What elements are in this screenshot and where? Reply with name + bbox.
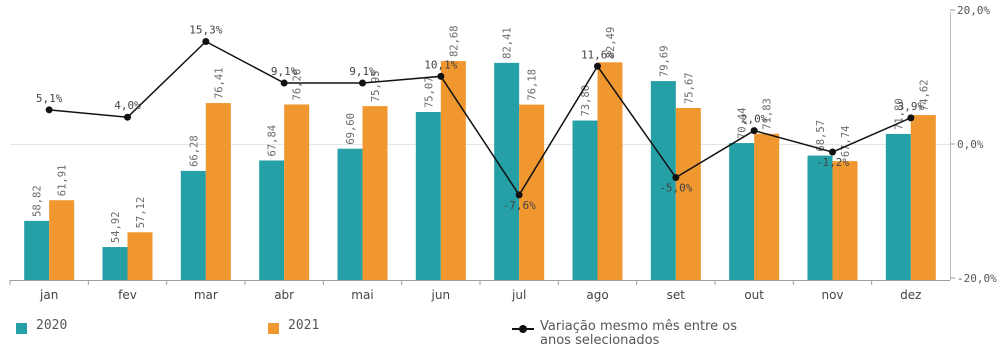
bar-label-2021-out: 71,83: [762, 98, 774, 130]
variation-point-mai: [359, 79, 366, 87]
variation-point-jan: [45, 106, 53, 114]
bar-2020-jun: [415, 112, 441, 280]
legend-swatch-2021: [268, 323, 279, 334]
variation-point-jun: [437, 72, 445, 80]
variation-label-ago: 11,6%: [581, 48, 614, 61]
bar-2021-jun: [440, 61, 466, 280]
legend-item-variation[interactable]: Variação mesmo mês entre os anos selecio…: [512, 320, 770, 348]
bar-label-2021-dez: 74,62: [918, 79, 930, 111]
x-tick-label-jun: jun: [431, 288, 451, 302]
variation-point-nov: [829, 148, 836, 156]
bar-2020-out: [729, 143, 755, 280]
x-tick-label-nov: nov: [821, 288, 843, 302]
bar-label-2021-jun: 82,68: [448, 25, 460, 57]
x-tick-label-ago: ago: [586, 288, 608, 302]
legend-swatch-variation: [512, 323, 534, 335]
bar-label-2020-abr: 67,84: [267, 125, 279, 157]
x-tick-label-mar: mar: [194, 288, 218, 302]
bar-2021-dez: [910, 115, 936, 281]
bar-label-2020-jan: 58,82: [32, 185, 44, 217]
bar-2020-set: [650, 81, 676, 281]
bar-2021-mar: [205, 103, 231, 280]
bar-2020-abr: [259, 160, 285, 280]
variation-label-jul: -7,6%: [503, 199, 536, 212]
legend-label-2020: 2020: [36, 318, 68, 333]
bar-label-2020-mar: 66,28: [188, 135, 200, 167]
variation-label-mar: 15,3%: [189, 23, 222, 36]
bar-label-2021-set: 75,67: [683, 72, 695, 104]
variation-label-set: -5,0%: [659, 182, 692, 195]
bar-2021-abr: [284, 104, 310, 281]
bar-2020-fev: [102, 247, 128, 280]
legend-item-2020[interactable]: 2020: [16, 318, 67, 334]
y2-tick-label: 0,0%: [957, 138, 984, 151]
variation-label-out: 2,0%: [741, 113, 768, 126]
variation-point-dez: [907, 114, 915, 122]
x-tick-label-jan: jan: [39, 288, 58, 302]
x-tick-label-set: set: [667, 288, 686, 302]
legend-swatch-2020: [16, 323, 27, 334]
bar-label-2020-ago: 73,80: [580, 85, 592, 117]
bar-2020-jul: [494, 62, 520, 281]
bar-2021-out: [754, 133, 780, 280]
y2-tick-label: 20,0%: [957, 4, 990, 17]
bar-label-2021-jan: 61,91: [57, 165, 69, 197]
legend-item-2021[interactable]: 2021: [268, 318, 319, 334]
variation-label-jun: 10,1%: [424, 58, 457, 71]
bar-2020-ago: [572, 120, 598, 280]
variation-point-fev: [124, 113, 131, 121]
bar-label-2020-mai: 69,60: [345, 113, 357, 145]
bar-2020-jan: [24, 220, 50, 280]
legend-label-variation: Variação mesmo mês entre os anos selecio…: [540, 319, 737, 348]
x-tick-label-mai: mai: [351, 288, 373, 302]
bar-2020-mai: [337, 148, 363, 280]
bar-2020-nov: [807, 155, 833, 280]
variation-label-mai: 9,1%: [349, 65, 376, 78]
bar-label-2021-ago: 82,49: [605, 27, 617, 59]
bar-label-2020-fev: 54,92: [110, 211, 122, 243]
bar-label-2021-jul: 76,18: [527, 69, 539, 101]
variation-label-nov: -1,2%: [816, 156, 849, 169]
bar-label-2021-abr: 76,20: [292, 69, 304, 101]
bar-2021-jan: [49, 200, 75, 280]
bar-2021-jul: [519, 104, 545, 281]
y2-tick-label: -20,0%: [957, 272, 997, 285]
bar-label-2021-mai: 75,95: [370, 71, 382, 103]
variation-point-mar: [202, 37, 210, 45]
variation-label-dez: 3,9%: [898, 100, 925, 113]
bar-2021-fev: [127, 232, 153, 280]
bar-label-2020-nov: 68,57: [815, 120, 827, 152]
bar-2021-set: [675, 108, 701, 280]
bar-2021-mai: [362, 106, 388, 280]
variation-point-out: [750, 127, 758, 135]
bar-label-2021-fev: 57,12: [135, 197, 147, 229]
bar-label-2020-jun: 75,07: [423, 76, 435, 108]
bar-label-2021-nov: 67,74: [840, 126, 852, 158]
bar-2021-nov: [832, 161, 858, 280]
bar-2020-dez: [885, 133, 911, 280]
x-tick-label-jul: jul: [511, 288, 526, 302]
bar-label-2021-mar: 76,41: [213, 67, 225, 99]
x-tick-label-fev: fev: [118, 288, 137, 302]
variation-label-fev: 4,0%: [114, 99, 141, 112]
x-tick-label-dez: dez: [900, 288, 921, 302]
variation-point-jul: [515, 191, 523, 199]
bar-label-2020-set: 79,69: [658, 45, 670, 77]
variation-point-ago: [594, 62, 601, 70]
variation-label-abr: 9,1%: [271, 65, 298, 78]
bar-label-2020-out: 70,44: [737, 107, 749, 139]
x-tick-label-abr: abr: [274, 288, 294, 302]
variation-label-jan: 5,1%: [36, 92, 63, 105]
x-tick-label-out: out: [744, 288, 764, 302]
bar-2020-mar: [180, 170, 206, 280]
variation-point-set: [672, 174, 680, 181]
legend-label-2021: 2021: [288, 318, 320, 333]
variation-line: [49, 40, 912, 197]
variation-point-abr: [280, 79, 288, 87]
bar-label-2020-jul: 82,41: [502, 27, 514, 59]
bar-2021-ago: [597, 62, 623, 280]
